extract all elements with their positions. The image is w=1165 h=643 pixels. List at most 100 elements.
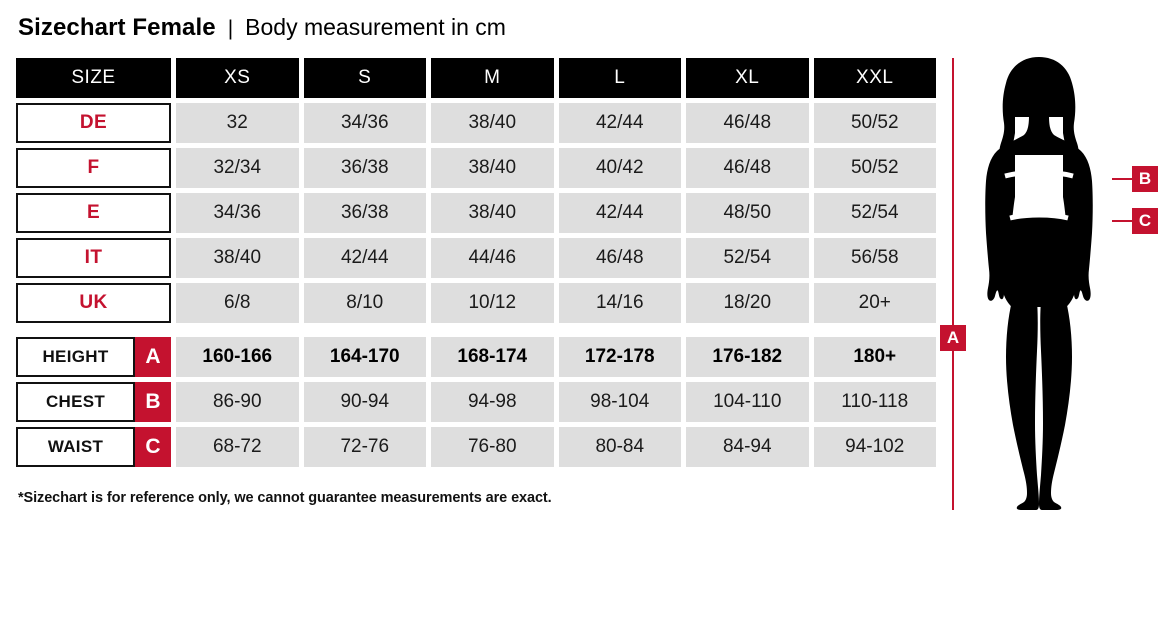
cell-f-xxl: 50/52 xyxy=(813,148,936,188)
cell-uk-m: 10/12 xyxy=(431,283,554,323)
cell-uk-xl: 18/20 xyxy=(686,283,809,323)
page-title: Sizechart Female | Body measurement in c… xyxy=(18,14,506,42)
table-row: F 32/34 36/38 38/40 40/42 46/48 50/52 xyxy=(16,148,936,188)
row-label-cell-height: HEIGHT A xyxy=(16,337,171,377)
cell-e-m: 38/40 xyxy=(431,193,554,233)
cell-de-xxl: 50/52 xyxy=(813,103,936,143)
row-cells-f: 32/34 36/38 38/40 40/42 46/48 50/52 xyxy=(176,148,936,188)
chest-marker: B xyxy=(1112,166,1158,192)
section-divider xyxy=(16,323,936,337)
female-body-silhouette-icon xyxy=(974,55,1104,510)
row-cells-chest: 86-90 90-94 94-98 98-104 104-110 110-118 xyxy=(176,382,936,422)
badge-a-figure: A xyxy=(940,325,966,351)
cell-uk-s: 8/10 xyxy=(303,283,426,323)
cell-height-m: 168-174 xyxy=(431,337,554,377)
cell-it-xs: 38/40 xyxy=(176,238,299,278)
column-header-l: L xyxy=(558,58,681,98)
waist-band xyxy=(1009,212,1069,221)
cell-f-xl: 46/48 xyxy=(686,148,809,188)
row-label-height: HEIGHT xyxy=(16,337,135,377)
title-subtitle: Body measurement in cm xyxy=(245,14,506,40)
cell-waist-xs: 68-72 xyxy=(176,427,299,467)
row-cells-waist: 68-72 72-76 76-80 80-84 84-94 94-102 xyxy=(176,427,936,467)
table-header-row: SIZE XS S M L XL XXL xyxy=(16,58,936,98)
chest-leader-line xyxy=(1112,178,1132,180)
table-row: E 34/36 36/38 38/40 42/44 48/50 52/54 xyxy=(16,193,936,233)
row-label-cell-de: DE xyxy=(16,103,171,143)
cell-waist-l: 80-84 xyxy=(558,427,681,467)
cell-e-s: 36/38 xyxy=(303,193,426,233)
table-row: WAIST C 68-72 72-76 76-80 80-84 84-94 94… xyxy=(16,427,936,467)
cell-de-xl: 46/48 xyxy=(686,103,809,143)
badge-c-table: C xyxy=(135,427,171,467)
table-row: UK 6/8 8/10 10/12 14/16 18/20 20+ xyxy=(16,283,936,323)
table-row: HEIGHT A 160-166 164-170 168-174 172-178… xyxy=(16,337,936,377)
cell-chest-xs: 86-90 xyxy=(176,382,299,422)
column-header-xxl: XXL xyxy=(813,58,936,98)
title-separator: | xyxy=(227,17,234,40)
row-label-cell-uk: UK xyxy=(16,283,171,323)
cell-f-m: 38/40 xyxy=(431,148,554,188)
cell-uk-l: 14/16 xyxy=(558,283,681,323)
size-label-cell: SIZE xyxy=(16,58,171,98)
cell-de-s: 34/36 xyxy=(303,103,426,143)
badge-a-table: A xyxy=(135,337,171,377)
cell-waist-xxl: 94-102 xyxy=(813,427,936,467)
column-header-s: S xyxy=(303,58,426,98)
row-label-cell-it: IT xyxy=(16,238,171,278)
cell-waist-m: 76-80 xyxy=(431,427,554,467)
cell-height-s: 164-170 xyxy=(303,337,426,377)
table-row: CHEST B 86-90 90-94 94-98 98-104 104-110… xyxy=(16,382,936,422)
row-label-chest: CHEST xyxy=(16,382,135,422)
chest-band xyxy=(1004,169,1074,179)
cell-uk-xxl: 20+ xyxy=(813,283,936,323)
cell-de-l: 42/44 xyxy=(558,103,681,143)
cell-de-xs: 32 xyxy=(176,103,299,143)
cell-it-m: 44/46 xyxy=(431,238,554,278)
cell-e-l: 42/44 xyxy=(558,193,681,233)
cell-chest-xxl: 110-118 xyxy=(813,382,936,422)
cell-height-l: 172-178 xyxy=(558,337,681,377)
table-row: DE 32 34/36 38/40 42/44 46/48 50/52 xyxy=(16,103,936,143)
cell-chest-l: 98-104 xyxy=(558,382,681,422)
cell-it-xxl: 56/58 xyxy=(813,238,936,278)
cell-chest-m: 94-98 xyxy=(431,382,554,422)
column-header-xs: XS xyxy=(176,58,299,98)
cell-waist-s: 72-76 xyxy=(303,427,426,467)
row-label-cell-chest: CHEST B xyxy=(16,382,171,422)
cell-it-s: 42/44 xyxy=(303,238,426,278)
column-header-xl: XL xyxy=(686,58,809,98)
cell-chest-xl: 104-110 xyxy=(686,382,809,422)
row-label-e: E xyxy=(16,193,171,233)
title-main: Sizechart Female xyxy=(18,14,216,41)
cell-waist-xl: 84-94 xyxy=(686,427,809,467)
footnote-text: *Sizechart is for reference only, we can… xyxy=(18,490,552,506)
cell-e-xxl: 52/54 xyxy=(813,193,936,233)
cell-height-xs: 160-166 xyxy=(176,337,299,377)
cell-f-s: 36/38 xyxy=(303,148,426,188)
header-cells: XS S M L XL XXL xyxy=(176,58,936,98)
cell-f-l: 40/42 xyxy=(558,148,681,188)
row-label-f: F xyxy=(16,148,171,188)
cell-height-xl: 176-182 xyxy=(686,337,809,377)
cell-e-xs: 34/36 xyxy=(176,193,299,233)
row-cells-uk: 6/8 8/10 10/12 14/16 18/20 20+ xyxy=(176,283,936,323)
table-row: IT 38/40 42/44 44/46 46/48 52/54 56/58 xyxy=(16,238,936,278)
cell-f-xs: 32/34 xyxy=(176,148,299,188)
row-label-cell-e: E xyxy=(16,193,171,233)
row-cells-height: 160-166 164-170 168-174 172-178 176-182 … xyxy=(176,337,936,377)
row-label-cell-waist: WAIST C xyxy=(16,427,171,467)
badge-b-figure: B xyxy=(1132,166,1158,192)
cell-chest-s: 90-94 xyxy=(303,382,426,422)
row-label-waist: WAIST xyxy=(16,427,135,467)
badge-b-table: B xyxy=(135,382,171,422)
row-label-de: DE xyxy=(16,103,171,143)
row-cells-de: 32 34/36 38/40 42/44 46/48 50/52 xyxy=(176,103,936,143)
cell-height-xxl: 180+ xyxy=(813,337,936,377)
row-label-cell-f: F xyxy=(16,148,171,188)
cell-e-xl: 48/50 xyxy=(686,193,809,233)
row-label-it: IT xyxy=(16,238,171,278)
size-label: SIZE xyxy=(16,58,171,98)
sizechart-table: SIZE XS S M L XL XXL DE 32 34/36 38/40 4… xyxy=(16,58,936,467)
